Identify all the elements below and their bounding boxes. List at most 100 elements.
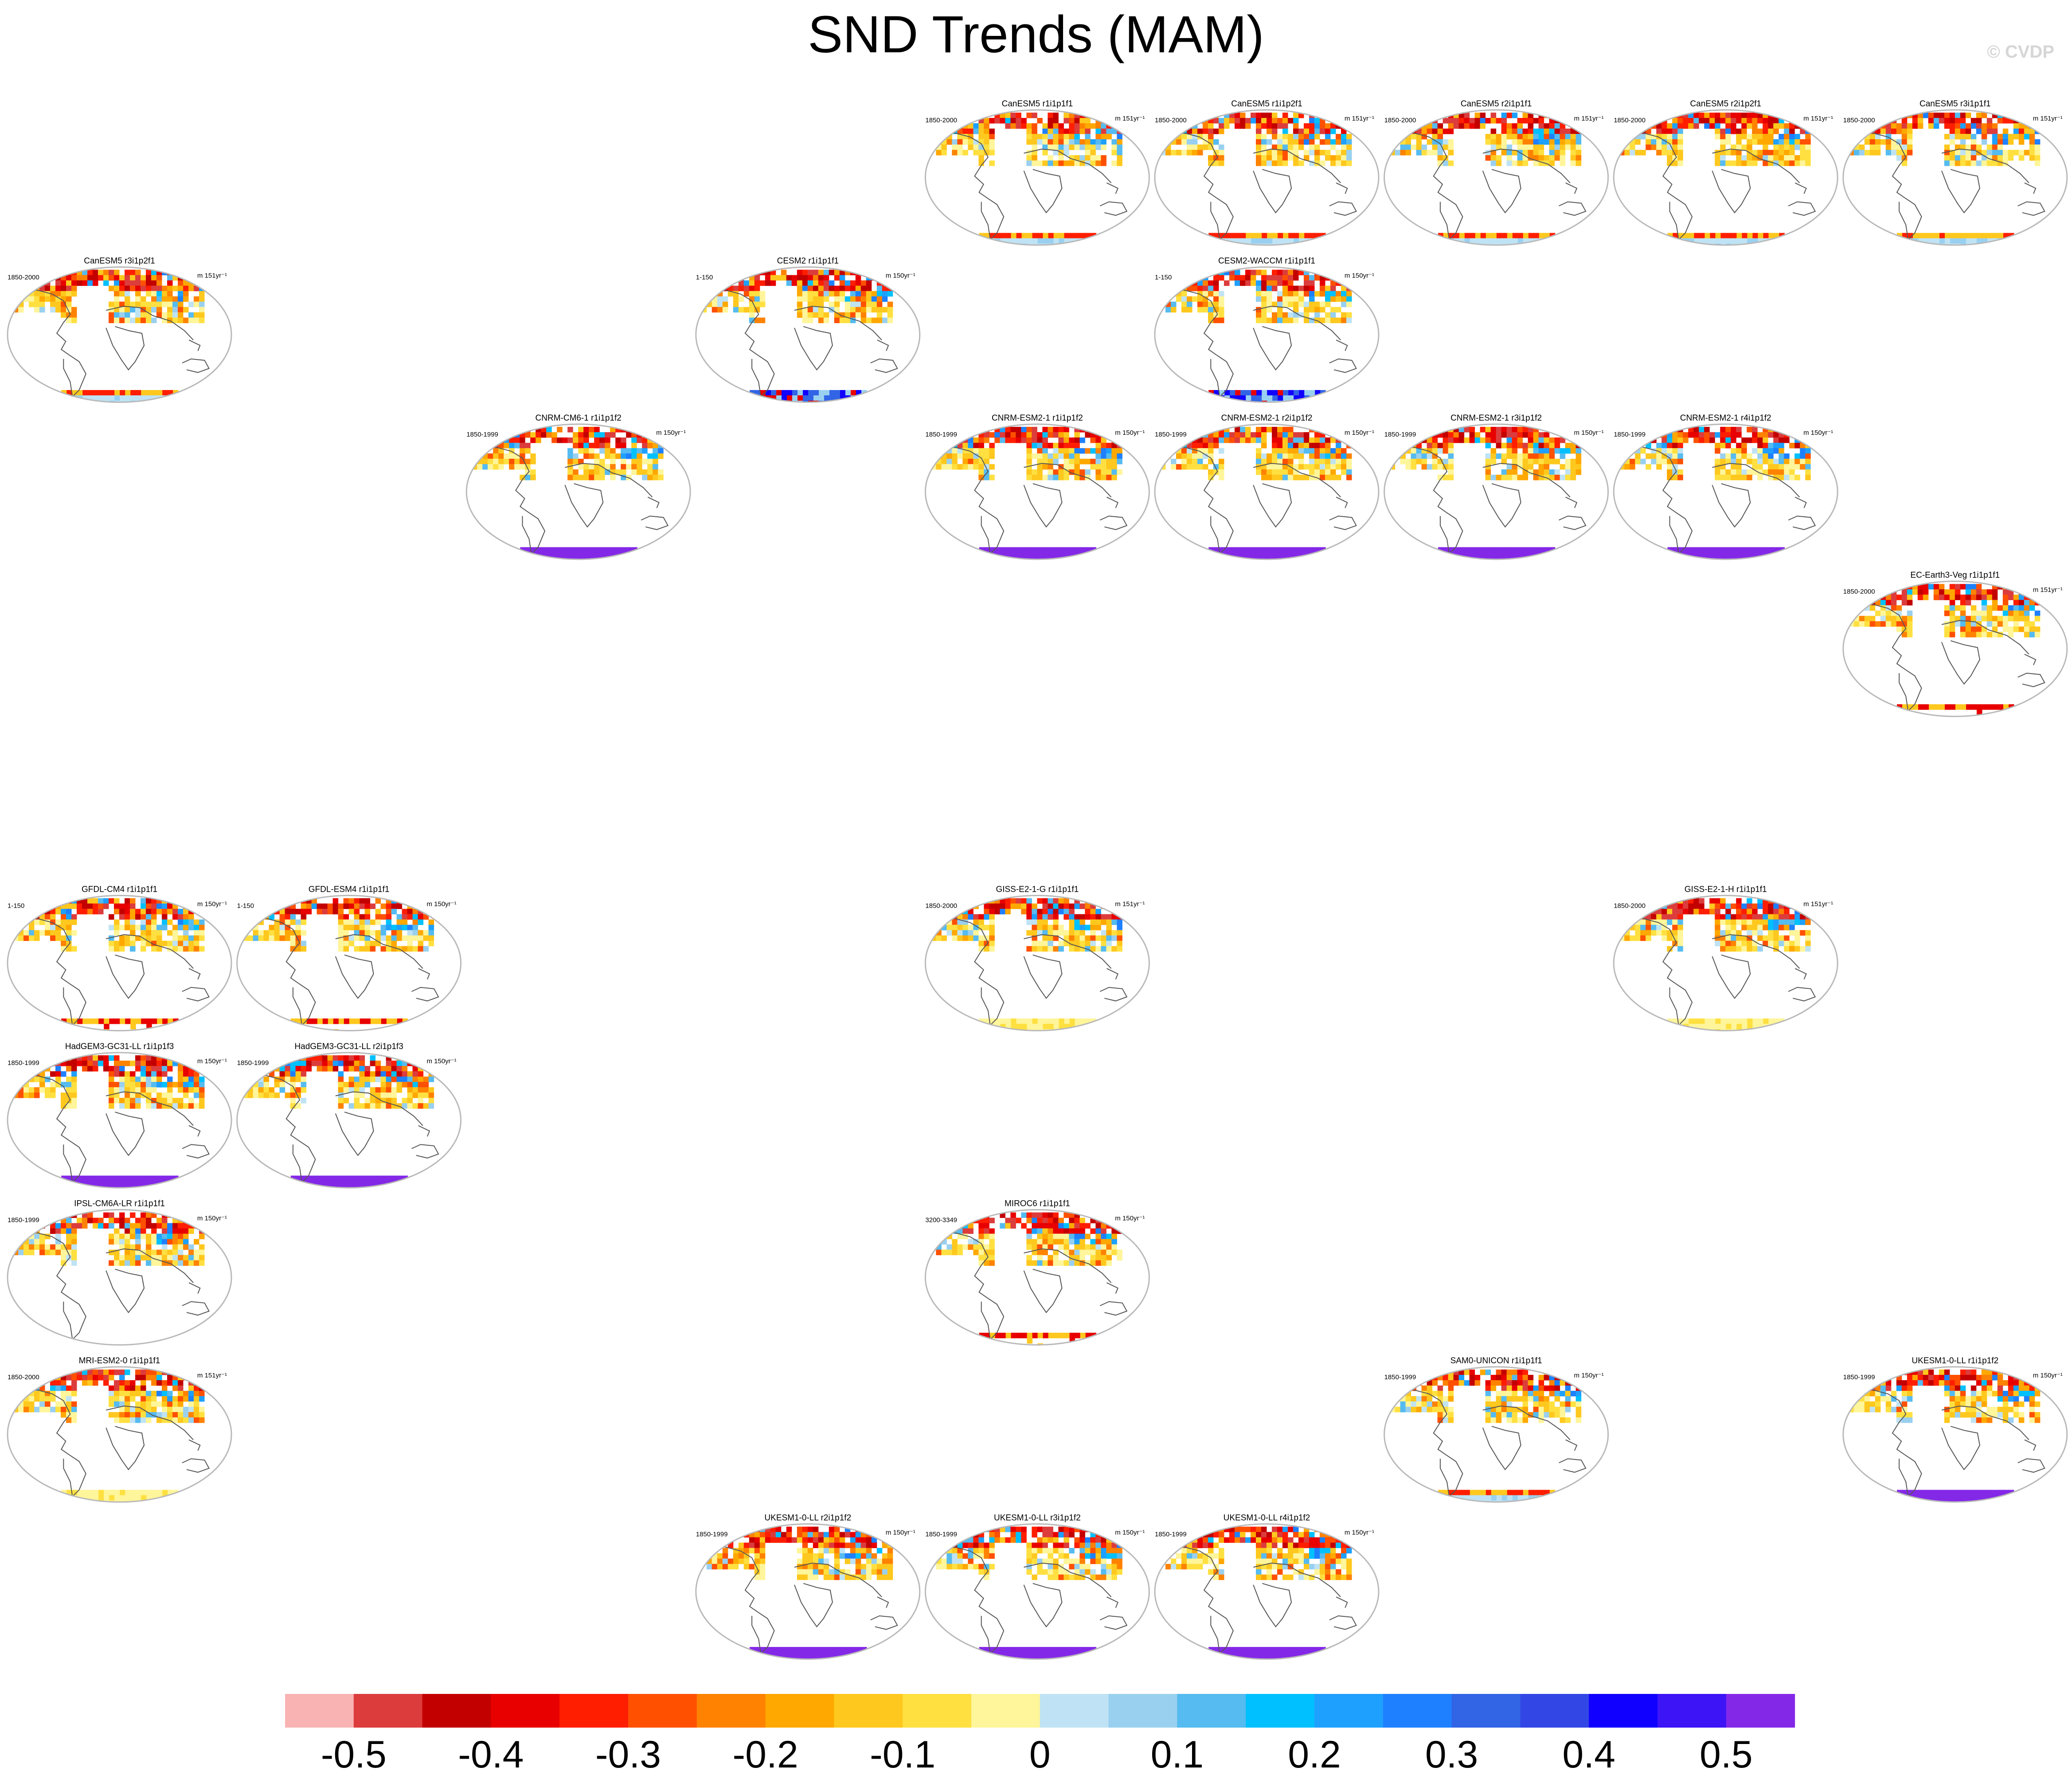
map-outline bbox=[1154, 266, 1380, 403]
panel-units: m 151yr⁻¹ bbox=[2033, 115, 2063, 122]
coastline bbox=[1336, 496, 1348, 508]
panel-units: m 150yr⁻¹ bbox=[197, 1215, 227, 1222]
panel-period: 1850-2000 bbox=[925, 902, 957, 910]
coastline bbox=[1899, 668, 1922, 712]
map-outline bbox=[924, 423, 1150, 560]
coastline bbox=[188, 1439, 201, 1451]
map-panel: EC-Earth3-Veg r1i1p1f1 1850-2000 m 151yr⁻¹ bbox=[1842, 571, 2068, 717]
coastline bbox=[182, 1144, 210, 1159]
map-panel: CESM2 r1i1p1f1 1-150 m 150yr⁻¹ bbox=[695, 257, 921, 403]
coastline bbox=[1482, 148, 1571, 183]
map-panel: CNRM-ESM2-1 r4i1p1f2 1850-1999 m 150yr⁻¹ bbox=[1613, 414, 1838, 560]
coastline bbox=[1482, 1426, 1521, 1471]
colorbar-swatch bbox=[1246, 1694, 1315, 1728]
coastline bbox=[1210, 354, 1234, 398]
panel-period: 1-150 bbox=[1155, 274, 1172, 281]
coastline bbox=[1170, 289, 1218, 355]
panel-period: 1850-2000 bbox=[925, 117, 957, 124]
coastline bbox=[182, 1458, 210, 1473]
coastline bbox=[1329, 358, 1357, 373]
panel-units: m 150yr⁻¹ bbox=[1574, 1372, 1603, 1379]
coastline bbox=[1024, 463, 1112, 498]
panel-title: GISS-E2-1-G r1i1p1f1 bbox=[996, 885, 1079, 894]
colorbar-tick-label: -0.3 bbox=[595, 1733, 661, 1776]
coastline bbox=[941, 446, 989, 513]
coastline bbox=[1253, 1583, 1292, 1627]
coastline bbox=[1788, 515, 1816, 530]
panel-title: CNRM-ESM2-1 r1i1p1f2 bbox=[992, 414, 1083, 423]
coastline bbox=[2024, 182, 2037, 194]
panel-period: 1850-1999 bbox=[237, 1059, 269, 1067]
map-outline bbox=[1384, 423, 1609, 560]
panel-period: 1850-1999 bbox=[925, 1531, 957, 1538]
coastline bbox=[1559, 515, 1587, 530]
coastline bbox=[1329, 201, 1357, 216]
coastline bbox=[1336, 339, 1348, 351]
panel-units: m 151yr⁻¹ bbox=[1345, 115, 1374, 122]
coastline bbox=[23, 918, 71, 984]
map-panel: CNRM-ESM2-1 r2i1p1f2 1850-1999 m 150yr⁻¹ bbox=[1154, 414, 1380, 560]
map-outline bbox=[924, 109, 1150, 246]
coastline bbox=[870, 1615, 898, 1630]
coastline bbox=[981, 1611, 1005, 1655]
colorbar-tick-label: 0.4 bbox=[1562, 1733, 1615, 1776]
panel-title: MRI-ESM2-0 r1i1p1f1 bbox=[79, 1356, 160, 1366]
coastline bbox=[23, 1232, 71, 1298]
coastline bbox=[1329, 515, 1357, 530]
coastline bbox=[877, 1596, 889, 1608]
coastline bbox=[981, 1297, 1005, 1341]
coastline bbox=[1106, 1596, 1118, 1608]
trend-field bbox=[1843, 1369, 2067, 1502]
colorbar-tick-label: -0.4 bbox=[458, 1733, 524, 1776]
coastline bbox=[1669, 511, 1693, 555]
coastline bbox=[1788, 987, 1816, 1002]
coastline bbox=[712, 289, 759, 355]
coastline bbox=[941, 1546, 989, 1612]
map-panel: HadGEM3-GC31-LL r2i1p1f3 1850-1999 m 150yr… bbox=[236, 1042, 462, 1189]
map-outline bbox=[236, 1052, 462, 1189]
coastline bbox=[794, 326, 833, 371]
coastline bbox=[1941, 620, 2029, 655]
coastline bbox=[1336, 182, 1348, 194]
coastline bbox=[1629, 132, 1677, 199]
trend-field bbox=[237, 1055, 461, 1188]
panel-period: 1850-1999 bbox=[1614, 431, 1646, 438]
coastline bbox=[106, 1405, 194, 1440]
colorbar-tick-label: -0.2 bbox=[732, 1733, 798, 1776]
trend-field bbox=[8, 1369, 231, 1502]
coastline bbox=[1899, 1454, 1922, 1498]
coastline bbox=[1099, 1301, 1128, 1316]
coastline bbox=[1024, 1562, 1112, 1597]
map-outline bbox=[7, 1052, 232, 1189]
map-panel: MRI-ESM2-0 r1i1p1f1 1850-2000 m 151yr⁻¹ bbox=[7, 1356, 232, 1503]
trend-field bbox=[1155, 427, 1379, 559]
coastline bbox=[1400, 132, 1448, 199]
trend-field bbox=[1843, 584, 2067, 717]
coastline bbox=[1629, 918, 1677, 984]
coastline bbox=[292, 1140, 316, 1183]
coastline bbox=[1482, 483, 1521, 528]
coastline bbox=[1106, 496, 1118, 508]
coastline bbox=[335, 934, 423, 969]
panel-title: GISS-E2-1-H r1i1p1f1 bbox=[1685, 885, 1767, 894]
coastline bbox=[564, 483, 604, 528]
coastline bbox=[1023, 483, 1063, 528]
coastline bbox=[1170, 446, 1218, 513]
panel-units: m 150yr⁻¹ bbox=[1345, 429, 1374, 437]
coastline bbox=[794, 1562, 882, 1597]
colorbar-tick-label: -0.1 bbox=[870, 1733, 935, 1776]
map-outline bbox=[1154, 1523, 1380, 1660]
coastline bbox=[981, 197, 1005, 241]
coastline bbox=[794, 1583, 833, 1627]
map-outline bbox=[695, 266, 921, 403]
panel-period: 1850-1999 bbox=[1155, 431, 1187, 438]
coastline bbox=[1788, 201, 1816, 216]
map-panel: UKESM1-0-LL r1i1p1f2 1850-1999 m 150yr⁻¹ bbox=[1842, 1356, 2068, 1503]
colorbar-swatch bbox=[628, 1694, 697, 1728]
colorbar-swatch bbox=[1040, 1694, 1109, 1728]
map-panel: CanESM5 r1i1p1f1 1850-2000 m 151yr⁻¹ bbox=[924, 99, 1150, 246]
coastline bbox=[1712, 483, 1751, 528]
trend-field bbox=[1384, 113, 1608, 245]
colorbar-swatch bbox=[1726, 1694, 1795, 1728]
